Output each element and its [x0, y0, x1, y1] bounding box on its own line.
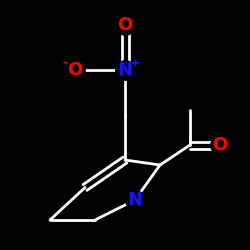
Text: O: O: [118, 16, 132, 34]
Text: N: N: [128, 191, 142, 209]
Text: +: +: [130, 58, 140, 68]
Text: O: O: [212, 136, 228, 154]
Text: N: N: [118, 61, 132, 79]
Text: O: O: [68, 61, 82, 79]
Text: -: -: [63, 58, 67, 68]
